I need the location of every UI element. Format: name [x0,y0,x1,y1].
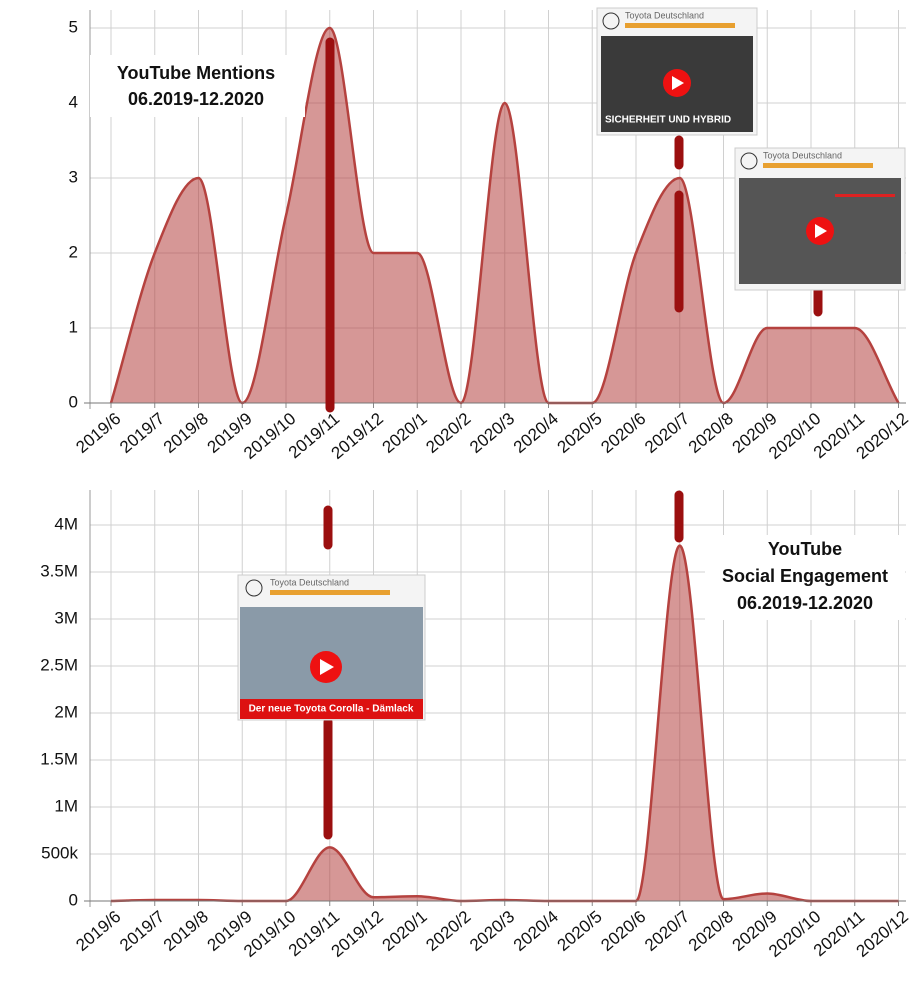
channel-name: Toyota Deutschland [763,150,842,160]
x-tick-label: 2019/8 [160,409,212,457]
thumb-stripe [835,194,895,197]
x-tick-label: 2020/3 [466,907,518,955]
x-tick-label: 2019/6 [72,907,124,955]
x-tick-label: 2020/3 [466,409,518,457]
x-tick-label: 2019/7 [116,409,168,457]
y-tick-label: 4 [69,92,78,111]
x-tick-label: 2020/7 [641,907,693,955]
video-thumbnail[interactable]: Toyota Deutschland SICHERHEIT UND HYBRID [597,8,757,135]
x-tick-label: 2020/5 [554,907,606,955]
y-tick-label: 0 [69,890,78,909]
video-thumbnail[interactable]: Toyota Deutschland Der neue Toyota Corol… [238,575,425,720]
x-tick-label: 2020/4 [510,907,562,955]
x-tick-label: 2020/6 [597,409,649,457]
x-tick-label: 2020/5 [554,409,606,457]
y-tick-label: 1 [69,317,78,336]
y-tick-label: 2M [54,702,78,721]
x-tick-label: 2019/8 [160,907,212,955]
y-tick-label: 2.5M [40,655,78,674]
y-tick-label: 2 [69,242,78,261]
annotation-subtitle: 06.2019-12.2020 [128,89,264,109]
annotation: YouTube Mentions 06.2019-12.2020 [90,55,305,117]
y-tick-label: 3M [54,608,78,627]
annotation-title: YouTube [768,539,842,559]
x-tick-label: 2020/2 [422,907,474,955]
x-tick-label: 2020/4 [510,409,562,457]
y-tick-label: 1M [54,796,78,815]
y-tick-label: 1.5M [40,749,78,768]
y-tick-label: 0 [69,392,78,411]
annotation-subtitle: 06.2019-12.2020 [737,593,873,613]
video-thumbnail[interactable]: Toyota Deutschland [735,148,905,290]
chart-page: 0123452019/62019/72019/82019/92019/10201… [0,0,919,984]
thumb-caption: SICHERHEIT UND HYBRID [605,115,731,126]
x-tick-label: 2019/7 [116,907,168,955]
annotation: YouTube Social Engagement 06.2019-12.202… [705,535,905,620]
x-tick-label: 2020/7 [641,409,693,457]
y-tick-label: 5 [69,17,78,36]
x-tick-label: 2020/1 [379,907,431,955]
y-tick-label: 3 [69,167,78,186]
annotation-title: Social Engagement [722,566,888,586]
subscribe-bar [270,590,390,595]
y-tick-label: 3.5M [40,561,78,580]
x-tick-label: 2020/2 [422,409,474,457]
x-tick-label: 2020/8 [685,409,737,457]
thumb-caption: Der neue Toyota Corolla - Dämlack [249,704,414,715]
y-tick-label: 4M [54,514,78,533]
annotation-title: YouTube Mentions [117,63,275,83]
page: 0123452019/62019/72019/82019/92019/10201… [0,0,919,984]
x-tick-label: 2019/6 [72,409,124,457]
x-tick-label: 2020/1 [379,409,431,457]
channel-name: Toyota Deutschland [625,10,704,20]
subscribe-bar [763,163,873,168]
x-tick-label: 2020/6 [597,907,649,955]
channel-name: Toyota Deutschland [270,577,349,587]
x-tick-label: 2020/8 [685,907,737,955]
y-tick-label: 500k [41,843,78,862]
subscribe-bar [625,23,735,28]
